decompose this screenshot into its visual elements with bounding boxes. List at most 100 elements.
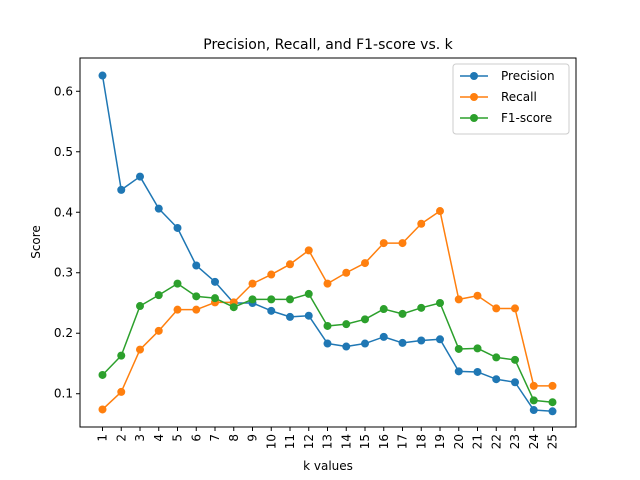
x-tick-label: 10 — [264, 434, 278, 449]
data-point — [173, 279, 182, 288]
data-point — [304, 311, 313, 320]
data-point — [417, 303, 426, 312]
x-tick-label: 17 — [396, 434, 410, 449]
data-point — [211, 294, 219, 303]
data-point — [229, 303, 238, 312]
data-point — [342, 320, 351, 329]
data-point — [473, 291, 482, 300]
data-point — [192, 305, 201, 314]
legend-label: F1-score — [501, 111, 552, 125]
legend-item: F1-score — [460, 111, 552, 125]
legend-label: Precision — [501, 69, 555, 83]
y-axis: 0.1 0.2 0.3 0.4 0.5 0.6 — [54, 84, 80, 401]
data-point — [436, 335, 444, 344]
data-point — [417, 336, 426, 345]
data-point — [379, 305, 388, 314]
data-point — [136, 302, 144, 311]
x-tick-label: 1 — [96, 434, 110, 442]
y-tick-label: 0.5 — [54, 145, 73, 159]
legend: Precision Recall F1-score — [452, 63, 570, 135]
x-axis-label: k values — [303, 459, 353, 473]
data-point — [492, 375, 501, 384]
data-point — [192, 292, 201, 301]
data-point — [548, 381, 557, 390]
data-point — [473, 367, 482, 376]
x-tick-label: 22 — [489, 434, 503, 449]
data-point — [173, 305, 182, 314]
data-point — [379, 332, 388, 341]
data-point — [98, 405, 107, 414]
data-point — [379, 239, 388, 248]
y-tick-label: 0.1 — [54, 387, 73, 401]
x-tick-label: 14 — [339, 434, 353, 449]
data-point — [136, 345, 144, 354]
x-tick-label: 13 — [321, 434, 335, 449]
series-recall — [98, 207, 557, 414]
data-point — [361, 339, 369, 348]
y-axis-label: Score — [29, 225, 43, 259]
series-line — [101, 210, 553, 411]
data-point — [361, 259, 369, 268]
x-tick-label: 11 — [283, 434, 297, 449]
x-tick-label: 15 — [358, 434, 372, 449]
series-f1-score — [98, 279, 557, 407]
x-tick-label: 21 — [471, 434, 485, 449]
data-point — [304, 246, 313, 255]
x-tick-label: 5 — [171, 434, 185, 442]
x-tick-label: 8 — [227, 434, 241, 442]
data-point — [473, 344, 482, 353]
data-point — [286, 295, 294, 304]
y-tick-label: 0.6 — [54, 84, 73, 98]
data-point — [454, 344, 463, 353]
data-point — [286, 312, 294, 321]
x-tick-label: 12 — [302, 434, 316, 449]
data-point — [436, 298, 444, 307]
data-point — [286, 260, 294, 269]
legend-marker — [470, 93, 478, 101]
data-point — [248, 279, 257, 288]
data-point — [436, 207, 444, 216]
data-point — [492, 304, 501, 313]
data-point — [117, 185, 126, 194]
x-tick-label: 23 — [508, 434, 522, 449]
legend-item: Recall — [460, 90, 537, 104]
data-point — [529, 381, 538, 390]
x-tick-label: 19 — [433, 434, 447, 449]
data-point — [398, 309, 407, 318]
data-point — [511, 304, 519, 313]
data-point — [267, 306, 276, 315]
data-point — [454, 295, 463, 304]
data-point — [267, 270, 276, 279]
legend-box — [452, 63, 570, 135]
data-point — [511, 378, 519, 387]
chart-title: Precision, Recall, and F1-score vs. k — [203, 37, 453, 53]
data-point — [454, 367, 463, 376]
data-point — [323, 339, 332, 348]
data-point — [136, 172, 144, 181]
x-tick-label: 4 — [152, 434, 166, 442]
legend-label: Recall — [501, 90, 537, 104]
y-tick-label: 0.2 — [54, 326, 73, 340]
data-point — [529, 396, 538, 405]
data-point — [342, 342, 351, 351]
x-tick-label: 6 — [189, 434, 203, 442]
data-point — [98, 370, 107, 379]
x-tick-label: 18 — [414, 434, 428, 449]
data-point — [529, 406, 538, 415]
legend-marker — [470, 72, 478, 80]
series-layer — [98, 71, 557, 416]
data-point — [342, 268, 351, 277]
data-point — [548, 407, 557, 416]
x-tick-label: 16 — [377, 434, 391, 449]
data-point — [398, 338, 407, 347]
y-tick-label: 0.3 — [54, 266, 73, 280]
data-point — [267, 295, 276, 304]
data-point — [361, 315, 369, 324]
data-point — [398, 239, 407, 248]
data-point — [211, 277, 219, 286]
legend-item: Precision — [460, 69, 555, 83]
data-point — [304, 289, 313, 298]
data-point — [98, 71, 107, 80]
x-tick-label: 24 — [527, 434, 541, 449]
